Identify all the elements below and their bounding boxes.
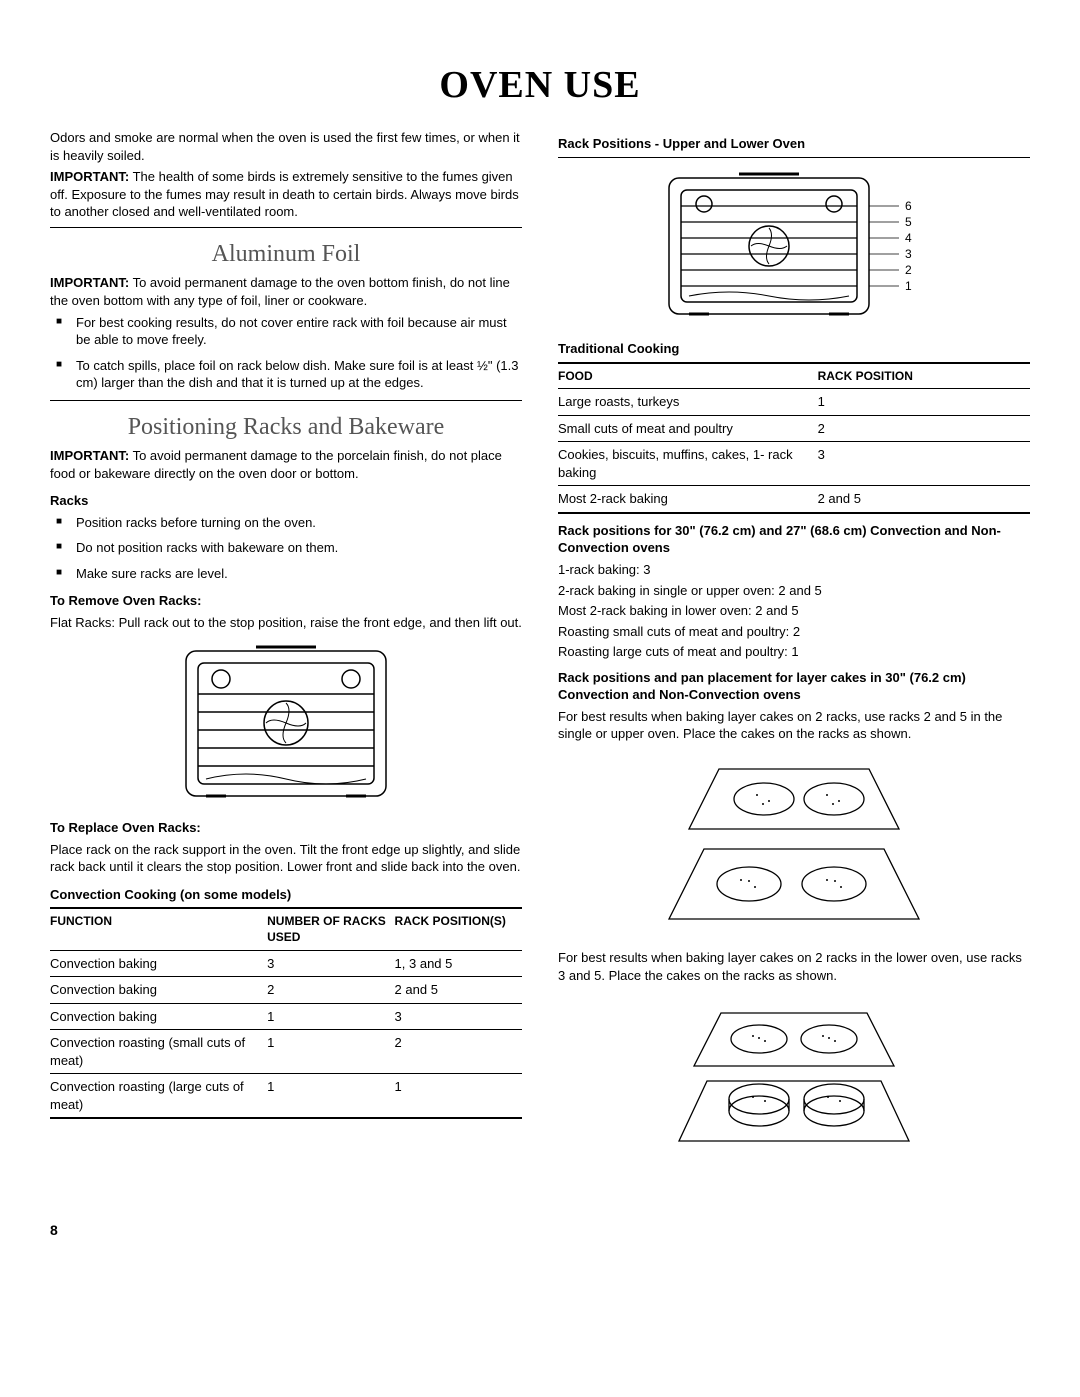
table-header: RACK POSITION(S) — [395, 908, 522, 950]
rack-label: 4 — [905, 231, 912, 245]
divider — [50, 227, 522, 228]
intro-text: Odors and smoke are normal when the oven… — [50, 129, 522, 164]
convection-table: FUNCTION NUMBER OF RACKS USED RACK POSIT… — [50, 907, 522, 1119]
table-cell: Convection roasting (large cuts of meat) — [50, 1074, 267, 1119]
foil-bullet-list: For best cooking results, do not cover e… — [50, 314, 522, 392]
subhead-rack30: Rack positions for 30" (76.2 cm) and 27"… — [558, 522, 1030, 557]
list-item: 2-rack baking in single or upper oven: 2… — [558, 582, 1030, 600]
table-header: FUNCTION — [50, 908, 267, 950]
table-cell: 3 — [818, 442, 1030, 486]
subhead-replace-racks: To Replace Oven Racks: — [50, 819, 522, 837]
table-cell: 2 — [267, 977, 394, 1004]
bullet-item: Make sure racks are level. — [50, 565, 522, 583]
lower-oven-text: For best results when baking layer cakes… — [558, 949, 1030, 984]
table-cell: 3 — [267, 950, 394, 977]
page-number: 8 — [50, 1221, 1030, 1240]
table-row: Small cuts of meat and poultry2 — [558, 415, 1030, 442]
right-column: Rack Positions - Upper and Lower Oven — [558, 125, 1030, 1171]
rack30-list: 1-rack baking: 3 2-rack baking in single… — [558, 561, 1030, 661]
rack-label: 1 — [905, 279, 912, 293]
oven-svg — [176, 639, 396, 804]
table-header: RACK POSITION — [818, 363, 1030, 389]
heading-positioning: Positioning Racks and Bakeware — [50, 411, 522, 443]
rack-label: 5 — [905, 215, 912, 229]
table-row: Convection baking22 and 5 — [50, 977, 522, 1004]
subhead-remove-racks: To Remove Oven Racks: — [50, 592, 522, 610]
table-row: Convection baking31, 3 and 5 — [50, 950, 522, 977]
page-title: OVEN USE — [50, 60, 1030, 111]
table-row: Most 2-rack baking2 and 5 — [558, 486, 1030, 513]
table-cell: 1 — [267, 1003, 394, 1030]
table-cell: Convection baking — [50, 977, 267, 1004]
table-cell: 1 — [818, 389, 1030, 416]
table-cell: Cookies, biscuits, muffins, cakes, 1- ra… — [558, 442, 818, 486]
important-porcelain: IMPORTANT: To avoid permanent damage to … — [50, 447, 522, 482]
heading-aluminum-foil: Aluminum Foil — [50, 238, 522, 270]
table-cell: Large roasts, turkeys — [558, 389, 818, 416]
rack-label: 2 — [905, 263, 912, 277]
divider — [558, 157, 1030, 158]
remove-racks-text: Flat Racks: Pull rack out to the stop po… — [50, 614, 522, 632]
subhead-traditional: Traditional Cooking — [558, 340, 1030, 358]
cake-diagram-upper — [558, 749, 1030, 944]
table-cell: 2 and 5 — [818, 486, 1030, 513]
list-item: Most 2-rack baking in lower oven: 2 and … — [558, 602, 1030, 620]
rack-label: 6 — [905, 199, 912, 213]
list-item: Roasting small cuts of meat and poultry:… — [558, 623, 1030, 641]
rack-label: 3 — [905, 247, 912, 261]
important-birds: IMPORTANT: The health of some birds is e… — [50, 168, 522, 221]
list-item: Roasting large cuts of meat and poultry:… — [558, 643, 1030, 661]
traditional-table-body: Large roasts, turkeys1Small cuts of meat… — [558, 389, 1030, 513]
subhead-convection: Convection Cooking (on some models) — [50, 886, 522, 904]
table-cell: Convection baking — [50, 950, 267, 977]
divider — [50, 400, 522, 401]
table-header: FOOD — [558, 363, 818, 389]
table-row: Convection baking13 — [50, 1003, 522, 1030]
bullet-item: Do not position racks with bakeware on t… — [50, 539, 522, 557]
table-row: Convection roasting (large cuts of meat)… — [50, 1074, 522, 1119]
table-cell: Small cuts of meat and poultry — [558, 415, 818, 442]
table-cell: Convection baking — [50, 1003, 267, 1030]
cake-svg-lower — [649, 991, 939, 1161]
table-cell: Convection roasting (small cuts of meat) — [50, 1030, 267, 1074]
important-label: IMPORTANT: — [50, 448, 129, 463]
subhead-rack-positions: Rack Positions - Upper and Lower Oven — [558, 135, 1030, 153]
bullet-item: For best cooking results, do not cover e… — [50, 314, 522, 349]
table-cell: Most 2-rack baking — [558, 486, 818, 513]
important-label: IMPORTANT: — [50, 169, 129, 184]
left-column: Odors and smoke are normal when the oven… — [50, 125, 522, 1171]
table-header: NUMBER OF RACKS USED — [267, 908, 394, 950]
table-row: Large roasts, turkeys1 — [558, 389, 1030, 416]
replace-racks-text: Place rack on the rack support in the ov… — [50, 841, 522, 876]
subhead-racks: Racks — [50, 492, 522, 510]
subhead-layer-cakes: Rack positions and pan placement for lay… — [558, 669, 1030, 704]
table-cell: 1 — [267, 1074, 394, 1119]
table-cell: 2 and 5 — [395, 977, 522, 1004]
table-cell: 2 — [395, 1030, 522, 1074]
list-item: 1-rack baking: 3 — [558, 561, 1030, 579]
oven-diagram-left — [50, 639, 522, 809]
bullet-item: Position racks before turning on the ove… — [50, 514, 522, 532]
table-cell: 1 — [395, 1074, 522, 1119]
table-cell: 1, 3 and 5 — [395, 950, 522, 977]
important-label: IMPORTANT: — [50, 275, 129, 290]
layer-cakes-text: For best results when baking layer cakes… — [558, 708, 1030, 743]
cake-svg-upper — [649, 749, 939, 939]
table-cell: 3 — [395, 1003, 522, 1030]
convection-table-body: Convection baking31, 3 and 5Convection b… — [50, 950, 522, 1118]
racks-bullet-list: Position racks before turning on the ove… — [50, 514, 522, 583]
cake-diagram-lower — [558, 991, 1030, 1166]
two-column-layout: Odors and smoke are normal when the oven… — [50, 125, 1030, 1171]
table-cell: 1 — [267, 1030, 394, 1074]
oven-svg-labeled: 6 5 4 3 2 1 — [649, 166, 939, 326]
table-cell: 2 — [818, 415, 1030, 442]
oven-diagram-right: 6 5 4 3 2 1 — [558, 166, 1030, 331]
table-row: Convection roasting (small cuts of meat)… — [50, 1030, 522, 1074]
important-foil: IMPORTANT: To avoid permanent damage to … — [50, 274, 522, 309]
bullet-item: To catch spills, place foil on rack belo… — [50, 357, 522, 392]
traditional-table: FOOD RACK POSITION Large roasts, turkeys… — [558, 362, 1030, 514]
table-row: Cookies, biscuits, muffins, cakes, 1- ra… — [558, 442, 1030, 486]
